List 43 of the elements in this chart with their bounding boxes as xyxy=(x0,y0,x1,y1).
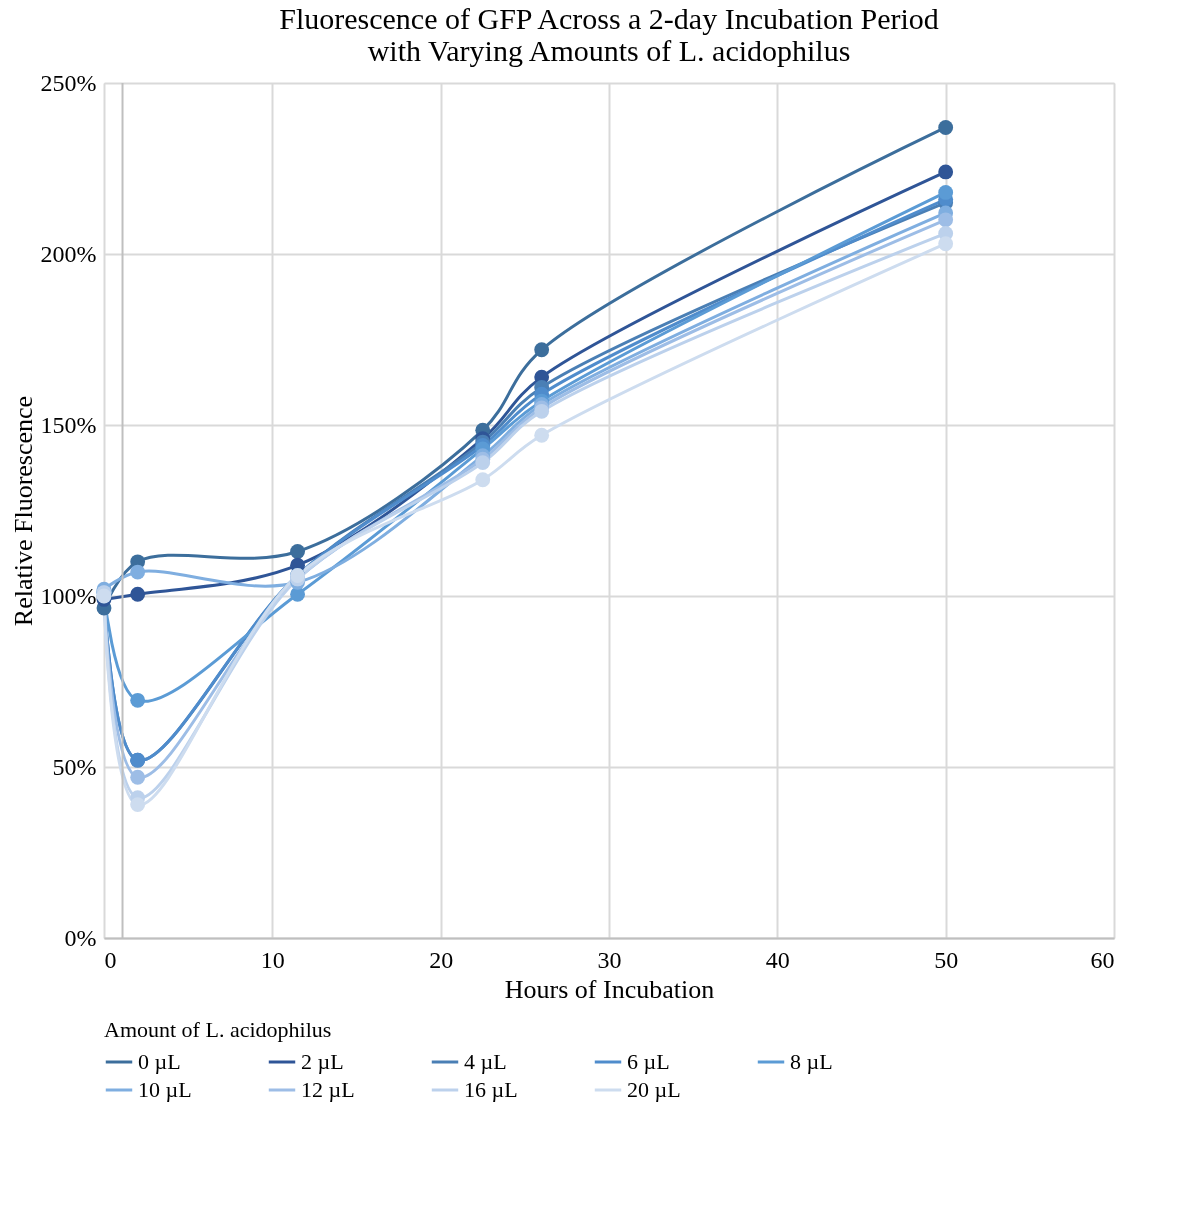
y-tick-label: 200% xyxy=(40,240,97,267)
point xyxy=(475,472,491,488)
y-tick-label: 50% xyxy=(52,753,97,780)
y-tick-label: 100% xyxy=(40,582,97,609)
x-tick-label: 60 xyxy=(1090,946,1115,973)
y-axis-title: Relative Fluorescence xyxy=(8,395,38,627)
legend-label: 4 µL xyxy=(464,1049,507,1074)
x-tick-label: 30 xyxy=(597,946,622,973)
y-tick-label: 150% xyxy=(40,411,97,438)
y-tick-label: 0% xyxy=(64,924,97,951)
x-tick-label: 10 xyxy=(260,946,285,973)
legend-label: 2 µL xyxy=(301,1049,344,1074)
legend-label: 0 µL xyxy=(138,1049,181,1074)
y-tick-label: 250% xyxy=(40,69,97,96)
text: Fluorescence of GFP Across a 2-day Incubation Period xyxy=(279,2,939,35)
text: with Varying Amounts of L. acidophilus xyxy=(367,34,851,67)
point xyxy=(938,120,954,135)
point xyxy=(938,236,954,252)
legend-label: 8 µL xyxy=(790,1049,833,1074)
x-tick-label: 40 xyxy=(765,946,790,973)
legend-label: 12 µL xyxy=(301,1077,355,1102)
x-tick-label: 20 xyxy=(429,946,454,973)
x-tick-label: 0 xyxy=(104,946,117,973)
point xyxy=(130,797,146,813)
point xyxy=(290,586,305,602)
legend-label: 16 µL xyxy=(464,1077,518,1102)
legend-title: Amount of L. acidophilus xyxy=(104,1017,332,1042)
legend-label: 20 µL xyxy=(627,1077,681,1102)
point xyxy=(130,564,146,580)
point xyxy=(534,427,550,443)
legend-label: 6 µL xyxy=(627,1049,670,1074)
legend-label: 10 µL xyxy=(138,1077,192,1102)
x-tick-label: 50 xyxy=(934,946,959,973)
point xyxy=(130,692,146,708)
point xyxy=(475,455,491,471)
point xyxy=(938,185,954,200)
point xyxy=(290,544,305,559)
point xyxy=(130,586,146,602)
x-axis-title: Hours of Incubation xyxy=(504,974,715,1004)
point xyxy=(130,769,146,785)
point xyxy=(534,342,550,358)
point xyxy=(938,164,954,180)
point xyxy=(938,212,954,228)
